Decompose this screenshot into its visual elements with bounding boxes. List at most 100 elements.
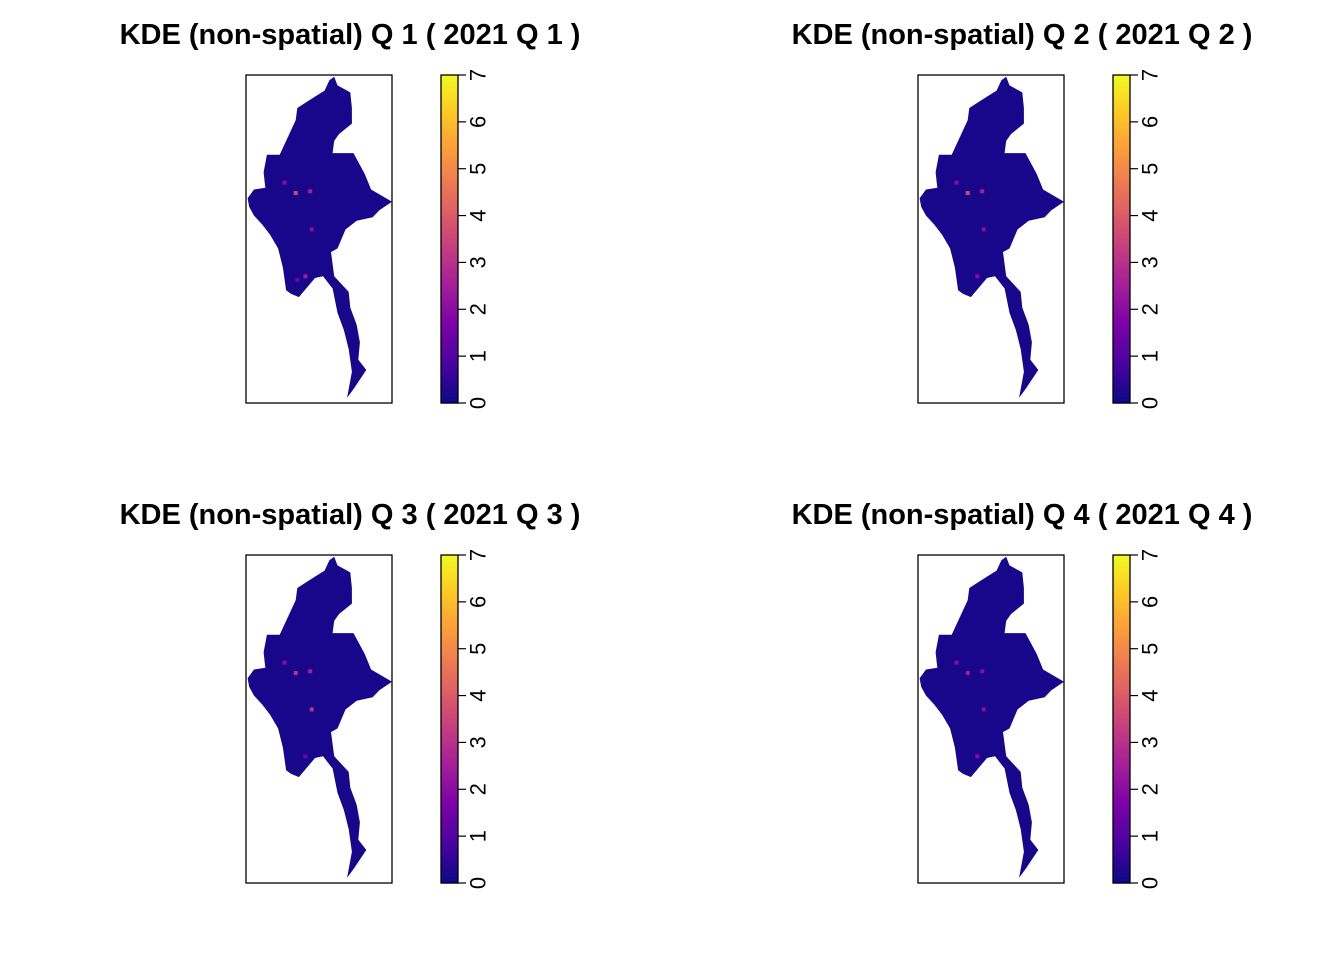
legend-color-step bbox=[441, 111, 458, 115]
legend-color-step bbox=[1113, 294, 1130, 299]
legend-color-step bbox=[441, 327, 458, 332]
legend-color-step bbox=[441, 584, 458, 589]
legend-color-step bbox=[1113, 366, 1130, 371]
legend-color-step bbox=[441, 117, 458, 122]
legend-color-step bbox=[1113, 209, 1130, 214]
legend-color-step bbox=[441, 363, 458, 368]
legend-color-step bbox=[1113, 222, 1130, 227]
legend-tick-label: 0 bbox=[1138, 877, 1163, 889]
kde-hotspot bbox=[981, 227, 986, 232]
legend-color-step bbox=[441, 663, 458, 668]
legend-color-step bbox=[1113, 117, 1130, 122]
legend-color-step bbox=[441, 396, 458, 401]
legend-color-step bbox=[441, 607, 458, 612]
legend-color-step bbox=[441, 764, 458, 769]
legend-color-step bbox=[1113, 111, 1130, 115]
legend-color-step bbox=[1113, 643, 1130, 648]
legend-color-step bbox=[1113, 823, 1130, 828]
legend-color-step bbox=[1113, 686, 1130, 691]
legend-color-step bbox=[441, 555, 458, 559]
legend-color-step bbox=[1113, 101, 1130, 106]
legend-color-step bbox=[441, 633, 458, 638]
kde-hotspot bbox=[303, 754, 308, 759]
legend-color-step bbox=[441, 75, 458, 79]
legend-color-step bbox=[441, 340, 458, 345]
color-legend: 0 1 2 3 4 5 6 7 bbox=[440, 69, 491, 409]
legend-color-step bbox=[1113, 787, 1130, 792]
legend-color-step bbox=[1113, 807, 1130, 812]
legend-color-step bbox=[441, 350, 458, 355]
kde-raster bbox=[919, 76, 1064, 398]
legend-color-step bbox=[441, 784, 458, 789]
legend-color-step bbox=[1113, 327, 1130, 332]
legend-color-step bbox=[1113, 288, 1130, 293]
legend-color-step bbox=[1113, 278, 1130, 283]
plot-frame bbox=[917, 554, 1065, 884]
legend-color-step bbox=[441, 787, 458, 792]
legend-color-step bbox=[1113, 764, 1130, 769]
legend-color-step bbox=[441, 97, 458, 102]
legend-color-step bbox=[441, 873, 458, 878]
legend-color-step bbox=[441, 252, 458, 256]
legend-color-step bbox=[441, 564, 458, 569]
legend-color-step bbox=[1113, 682, 1130, 687]
legend-color-step bbox=[441, 222, 458, 227]
legend-tick-label: 4 bbox=[1138, 209, 1163, 221]
kde-hotspot bbox=[309, 707, 314, 712]
legend-color-step bbox=[1113, 337, 1130, 342]
legend-color-step bbox=[441, 850, 458, 855]
legend-color-step bbox=[441, 581, 458, 586]
legend-color-step bbox=[441, 600, 458, 605]
legend-color-step bbox=[1113, 833, 1130, 838]
legend-color-step bbox=[441, 127, 458, 132]
legend-color-step bbox=[1113, 728, 1130, 733]
legend-tick-label: 1 bbox=[466, 350, 491, 362]
legend-color-step bbox=[1113, 630, 1130, 635]
kde-hotspot bbox=[282, 660, 287, 665]
kde-panel-4: KDE (non-spatial) Q 4 ( 2021 Q 4 ) 0 1 2 3 4 5… bbox=[792, 499, 1253, 889]
legend-color-step bbox=[1113, 577, 1130, 582]
legend-color-step bbox=[1113, 347, 1130, 352]
legend-color-step bbox=[441, 298, 458, 302]
legend-color-step bbox=[1113, 604, 1130, 609]
legend-tick-label: 4 bbox=[466, 689, 491, 701]
legend-color-step bbox=[441, 810, 458, 815]
legend-tick-label: 6 bbox=[466, 596, 491, 608]
legend-color-step bbox=[1113, 340, 1130, 345]
legend-color-step bbox=[441, 659, 458, 664]
legend-color-step bbox=[1113, 748, 1130, 753]
legend-color-step bbox=[1113, 761, 1130, 766]
legend-color-step bbox=[441, 758, 458, 763]
legend-color-step bbox=[441, 383, 458, 388]
kde-hotspot bbox=[308, 189, 313, 194]
legend-color-step bbox=[441, 574, 458, 579]
legend-color-step bbox=[1113, 863, 1130, 868]
legend-color-step bbox=[1113, 709, 1130, 714]
legend-color-step bbox=[441, 124, 458, 129]
legend-color-step bbox=[441, 163, 458, 168]
legend-color-step bbox=[1113, 373, 1130, 378]
legend-color-step bbox=[441, 630, 458, 635]
legend-color-step bbox=[1113, 850, 1130, 855]
legend-color-step bbox=[441, 656, 458, 661]
legend-color-step bbox=[1113, 623, 1130, 628]
legend-color-step bbox=[441, 682, 458, 687]
legend-color-step bbox=[1113, 669, 1130, 674]
legend-color-step bbox=[1113, 597, 1130, 602]
legend-color-step bbox=[1113, 689, 1130, 694]
legend-color-step bbox=[441, 258, 458, 263]
legend-color-step bbox=[441, 94, 458, 99]
legend-color-step bbox=[441, 143, 458, 148]
panel-title: KDE (non-spatial) Q 2 ( 2021 Q 2 ) bbox=[792, 19, 1253, 51]
legend-color-step bbox=[1113, 784, 1130, 789]
legend-tick-label: 0 bbox=[1138, 397, 1163, 409]
kde-hotspot bbox=[981, 707, 986, 712]
legend-color-step bbox=[441, 157, 458, 161]
legend-color-step bbox=[1113, 774, 1130, 779]
legend-color-step bbox=[1113, 676, 1130, 681]
legend-color-step bbox=[441, 268, 458, 273]
legend-color-step bbox=[441, 709, 458, 714]
legend-color-step bbox=[1113, 584, 1130, 589]
legend-tick-label: 4 bbox=[466, 209, 491, 221]
panel-title: KDE (non-spatial) Q 1 ( 2021 Q 1 ) bbox=[120, 19, 581, 51]
